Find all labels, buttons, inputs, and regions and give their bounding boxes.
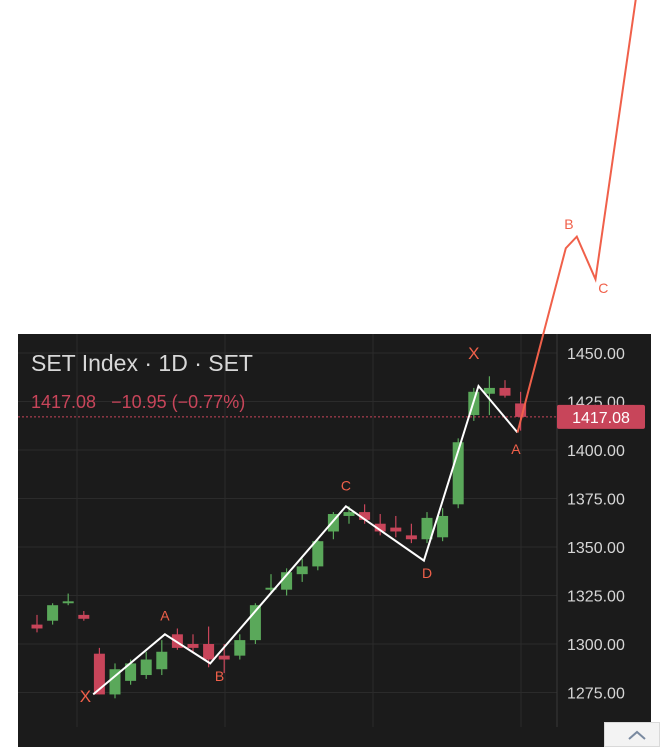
price-quote: 1417.08 −10.95 (−0.77%) [31,392,245,412]
candle[interactable] [296,558,308,582]
candle[interactable] [483,376,495,416]
candle-body [62,601,74,604]
candle[interactable] [374,514,386,536]
pattern-label: D [422,565,432,581]
chevron-up-icon [628,730,646,740]
candle-body [296,566,308,575]
candle-body [452,442,464,505]
candle[interactable] [499,380,511,398]
candle[interactable] [140,651,152,679]
pattern-line-red[interactable] [516,0,641,433]
candle[interactable] [31,614,43,633]
grid [18,334,557,727]
price-axis[interactable]: 1450.001425.001400.001375.001350.001325.… [567,346,625,703]
candle-body [281,572,293,590]
pattern-label: C [341,478,351,494]
candle[interactable] [437,508,449,542]
candle[interactable] [78,611,90,621]
pattern-label: X [80,687,91,706]
candle-body [140,659,152,676]
price-tick-label: 1400.00 [567,443,625,460]
candle[interactable] [62,593,74,606]
price-tick-label: 1275.00 [567,686,625,703]
candle[interactable] [421,512,433,544]
price-tick-label: 1300.00 [567,637,625,654]
pattern-label: B [215,668,224,684]
last-price: 1417.08 [31,392,96,412]
symbol-title: SET Index · 1D · SET [31,350,253,376]
price-tick-label: 1450.00 [567,346,625,363]
harmonic-pattern[interactable] [92,0,641,696]
candle[interactable] [93,647,105,695]
candle[interactable] [265,574,277,594]
candle-body [203,644,215,660]
current-price-tag: 1417.08 [557,404,645,429]
scroll-up-button[interactable] [604,722,660,747]
candle-body [156,651,168,670]
candle-body [421,517,433,540]
candle-body [78,614,90,619]
price-tick-label: 1375.00 [567,492,625,509]
pattern-label: B [564,216,573,232]
candle-body [109,669,121,695]
candle[interactable] [203,626,215,668]
pattern-labels: XABCDXABCDX [80,216,609,706]
pattern-label: A [511,441,521,457]
candle[interactable] [156,640,168,676]
candle-body [31,624,43,629]
pattern-label: X [468,344,479,363]
candle-body [234,640,246,656]
candle[interactable] [234,634,246,660]
candle[interactable] [312,539,324,571]
candle-body [47,605,59,621]
pattern-label: C [598,280,608,296]
candle-body [359,512,371,520]
candle[interactable] [327,512,339,540]
candle[interactable] [218,644,230,674]
candle[interactable] [405,523,417,544]
pattern-line-white[interactable] [92,383,519,696]
candle-body [499,387,511,396]
price-tick-label: 1325.00 [567,589,625,606]
candle-body [93,653,105,695]
candle-body [483,387,495,394]
candle-body [187,644,199,648]
candle-body [343,512,355,516]
chart-background [18,334,651,747]
candle-body [515,403,527,417]
candle-body [218,655,230,660]
candle[interactable] [171,628,183,650]
price-tick-label: 1350.00 [567,540,625,557]
candle[interactable] [187,634,199,652]
candle-body [405,535,417,540]
candle-body [390,527,402,532]
candle-body [312,541,324,567]
candle-body [249,605,261,641]
candle-body [437,515,449,538]
candle-body [125,663,137,681]
pattern-label: A [160,608,170,624]
price-change: −10.95 (−0.77%) [111,392,245,412]
candle[interactable] [109,663,121,699]
candle-body [171,634,183,648]
current-price-label: 1417.08 [572,410,630,427]
candle-body [374,523,386,532]
candle[interactable] [281,568,293,596]
candle[interactable] [47,603,59,625]
candle[interactable] [249,603,261,644]
candle-body [327,514,339,532]
candle[interactable] [390,515,402,538]
candle-body [265,587,277,590]
